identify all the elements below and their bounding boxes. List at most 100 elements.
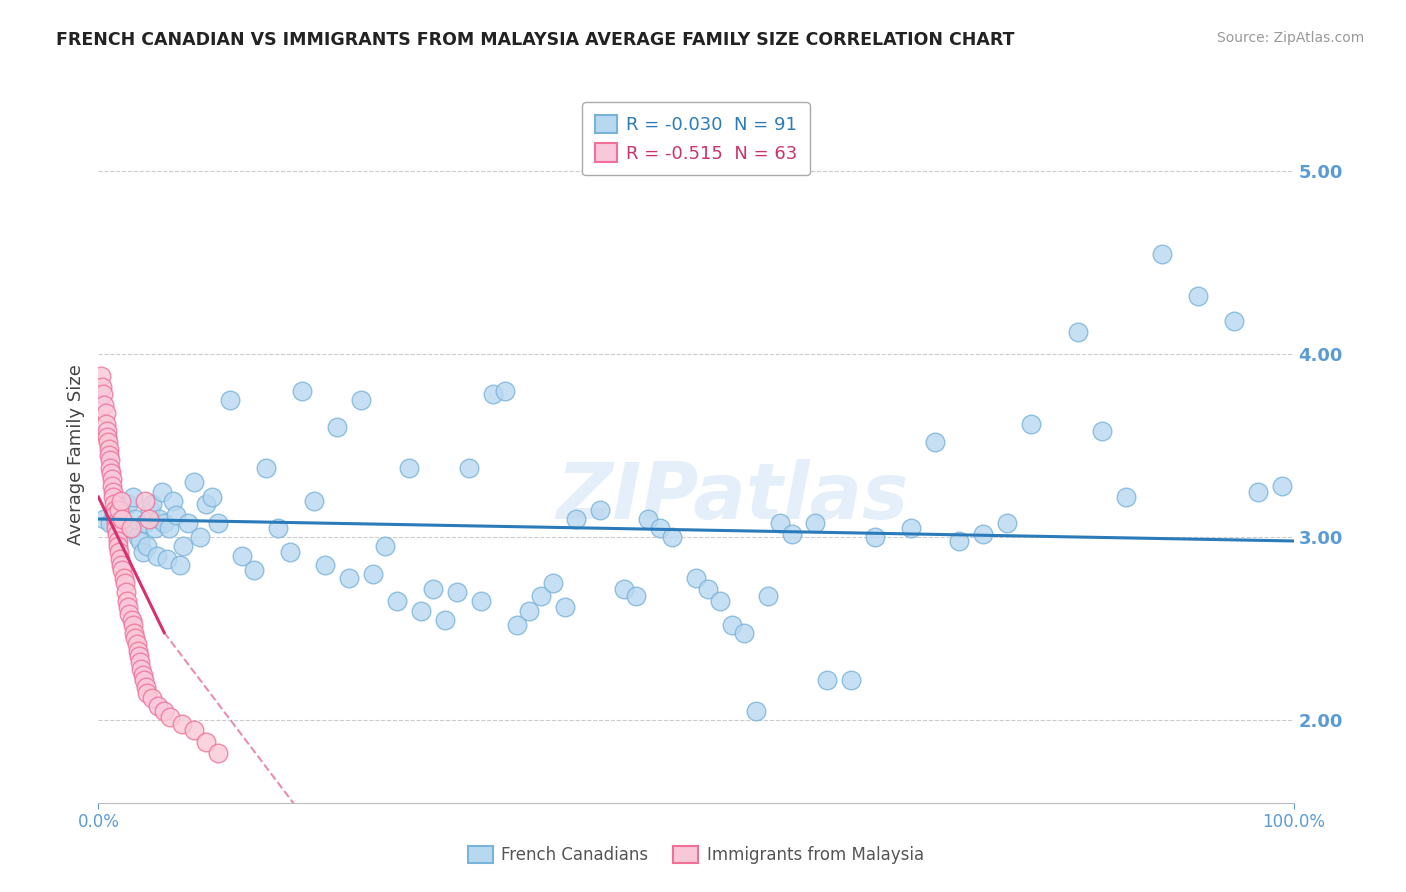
Point <box>494 384 516 398</box>
Point <box>302 493 325 508</box>
Point <box>103 508 125 523</box>
Point <box>98 516 122 530</box>
Point <box>1150 246 1173 260</box>
Point <box>201 490 224 504</box>
Point <box>98 453 121 467</box>
Point <box>105 526 128 541</box>
Point <box>183 723 205 737</box>
Point <box>127 644 149 658</box>
Point <box>243 563 266 577</box>
Point <box>115 585 138 599</box>
Point <box>110 503 132 517</box>
Point <box>1019 417 1042 431</box>
Point <box>457 460 479 475</box>
Point <box>112 571 135 585</box>
Point <box>122 618 145 632</box>
Point <box>350 392 373 407</box>
Point <box>481 387 505 401</box>
Point <box>165 508 187 523</box>
Point <box>141 497 163 511</box>
Point <box>155 552 177 566</box>
Point <box>745 704 768 718</box>
Point <box>134 493 156 508</box>
Point <box>733 625 755 640</box>
Point <box>124 631 146 645</box>
Point <box>183 475 205 490</box>
Point <box>110 493 132 508</box>
Point <box>115 594 138 608</box>
Point <box>93 512 115 526</box>
Point <box>139 503 162 517</box>
Point <box>1091 424 1114 438</box>
Point <box>97 442 120 457</box>
Point <box>841 673 863 687</box>
Point <box>146 549 169 563</box>
Point <box>111 512 134 526</box>
Point <box>194 735 218 749</box>
Point <box>172 540 194 554</box>
Point <box>98 448 121 462</box>
Point <box>100 467 122 481</box>
Point <box>129 655 152 669</box>
Point <box>97 435 120 450</box>
Point <box>326 420 349 434</box>
Point <box>339 571 360 585</box>
Point <box>114 576 136 591</box>
Point <box>804 516 827 530</box>
Point <box>169 558 191 572</box>
Point <box>1222 314 1246 328</box>
Point <box>541 576 564 591</box>
Point <box>972 526 994 541</box>
Point <box>132 673 155 687</box>
Point <box>101 484 124 499</box>
Point <box>117 599 139 614</box>
Point <box>231 549 253 563</box>
Point <box>506 618 529 632</box>
Point <box>697 582 720 596</box>
Text: ZIPatlas: ZIPatlas <box>555 458 908 534</box>
Point <box>661 530 683 544</box>
Point <box>96 417 118 431</box>
Point <box>153 516 176 530</box>
Point <box>135 681 157 695</box>
Point <box>433 613 456 627</box>
Point <box>112 516 135 530</box>
Point <box>101 479 124 493</box>
Point <box>648 521 672 535</box>
Point <box>613 582 636 596</box>
Point <box>103 497 125 511</box>
Point <box>96 424 118 438</box>
Point <box>150 484 173 499</box>
Point <box>948 533 970 548</box>
Point <box>756 589 779 603</box>
Point <box>626 589 648 603</box>
Point <box>136 686 159 700</box>
Point <box>422 582 444 596</box>
Point <box>159 710 181 724</box>
Point <box>115 521 138 535</box>
Point <box>90 369 112 384</box>
Point <box>124 512 146 526</box>
Point <box>1271 479 1294 493</box>
Point <box>107 545 129 559</box>
Point <box>157 521 180 535</box>
Point <box>124 625 146 640</box>
Point <box>1115 490 1137 504</box>
Point <box>91 380 114 394</box>
Point <box>385 594 409 608</box>
Point <box>127 530 149 544</box>
Point <box>517 603 540 617</box>
Point <box>411 603 433 617</box>
Point <box>1187 288 1209 302</box>
Point <box>685 571 707 585</box>
Point <box>138 512 160 526</box>
Point <box>900 521 922 535</box>
Point <box>446 585 468 599</box>
Point <box>129 533 152 548</box>
Point <box>108 552 131 566</box>
Point <box>121 613 143 627</box>
Point <box>104 508 127 523</box>
Point <box>398 460 420 475</box>
Point <box>529 589 551 603</box>
Point <box>107 533 129 548</box>
